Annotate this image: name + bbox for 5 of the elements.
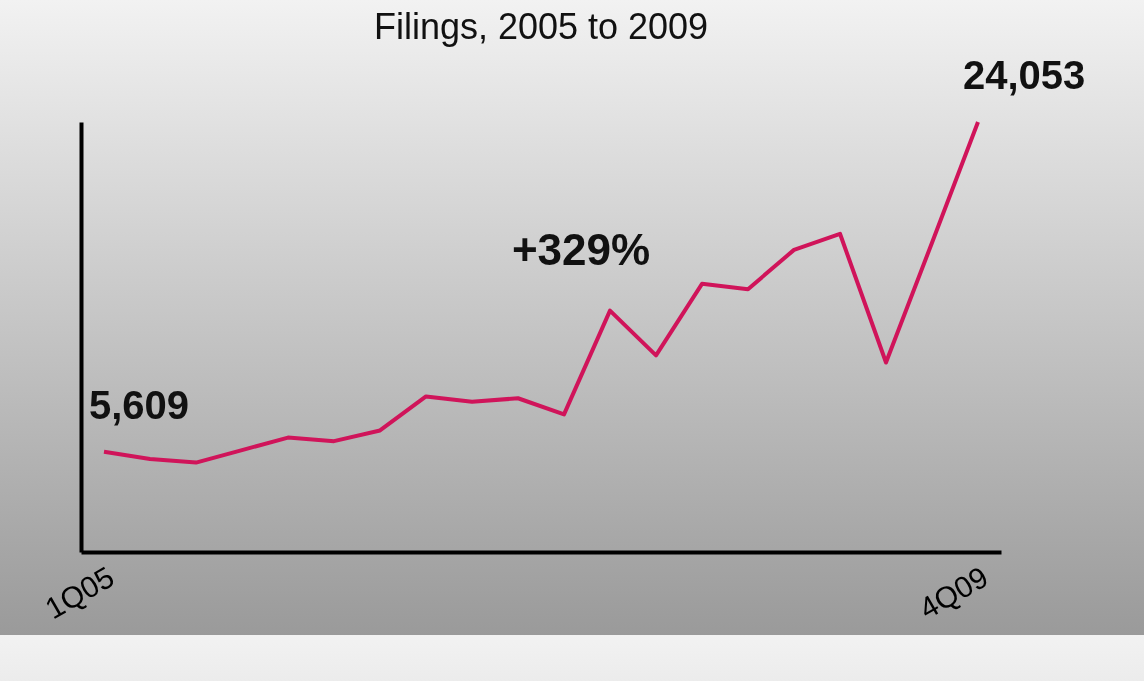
data-label: 5,609 <box>89 382 190 427</box>
data-label: 24,053 <box>963 53 1086 97</box>
annotation: +329% <box>511 225 651 274</box>
x-tick-label: 4Q09 <box>913 559 994 626</box>
chart-title: Filings, 2005 to 2009 <box>373 6 709 47</box>
